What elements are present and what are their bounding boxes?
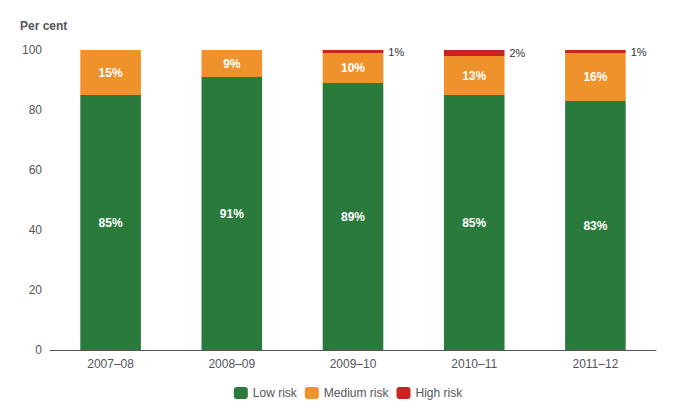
svg-text:10%: 10% (341, 61, 365, 75)
svg-text:1%: 1% (388, 46, 404, 58)
svg-text:2008–09: 2008–09 (208, 357, 255, 371)
svg-text:15%: 15% (99, 66, 123, 80)
svg-text:91%: 91% (220, 207, 244, 221)
svg-text:85%: 85% (462, 216, 486, 230)
svg-text:13%: 13% (462, 69, 486, 83)
svg-text:60: 60 (29, 163, 43, 177)
svg-text:9%: 9% (223, 57, 241, 71)
svg-text:Low risk: Low risk (253, 386, 298, 400)
svg-text:Medium risk: Medium risk (324, 386, 390, 400)
svg-text:2%: 2% (510, 47, 526, 59)
svg-text:High risk: High risk (416, 386, 464, 400)
svg-text:89%: 89% (341, 210, 365, 224)
svg-text:16%: 16% (583, 70, 607, 84)
svg-text:Per cent: Per cent (20, 19, 67, 33)
svg-text:40: 40 (29, 223, 43, 237)
svg-text:2010–11: 2010–11 (451, 357, 497, 371)
svg-text:20: 20 (29, 283, 43, 297)
svg-text:0: 0 (35, 343, 42, 357)
svg-text:80: 80 (29, 103, 43, 117)
svg-text:2007–08: 2007–08 (87, 357, 134, 371)
svg-text:2011–12: 2011–12 (572, 357, 618, 371)
svg-text:85%: 85% (99, 216, 123, 230)
svg-text:83%: 83% (583, 219, 607, 233)
svg-text:1%: 1% (631, 46, 647, 58)
svg-text:2009–10: 2009–10 (330, 357, 377, 371)
svg-text:100: 100 (22, 43, 42, 57)
